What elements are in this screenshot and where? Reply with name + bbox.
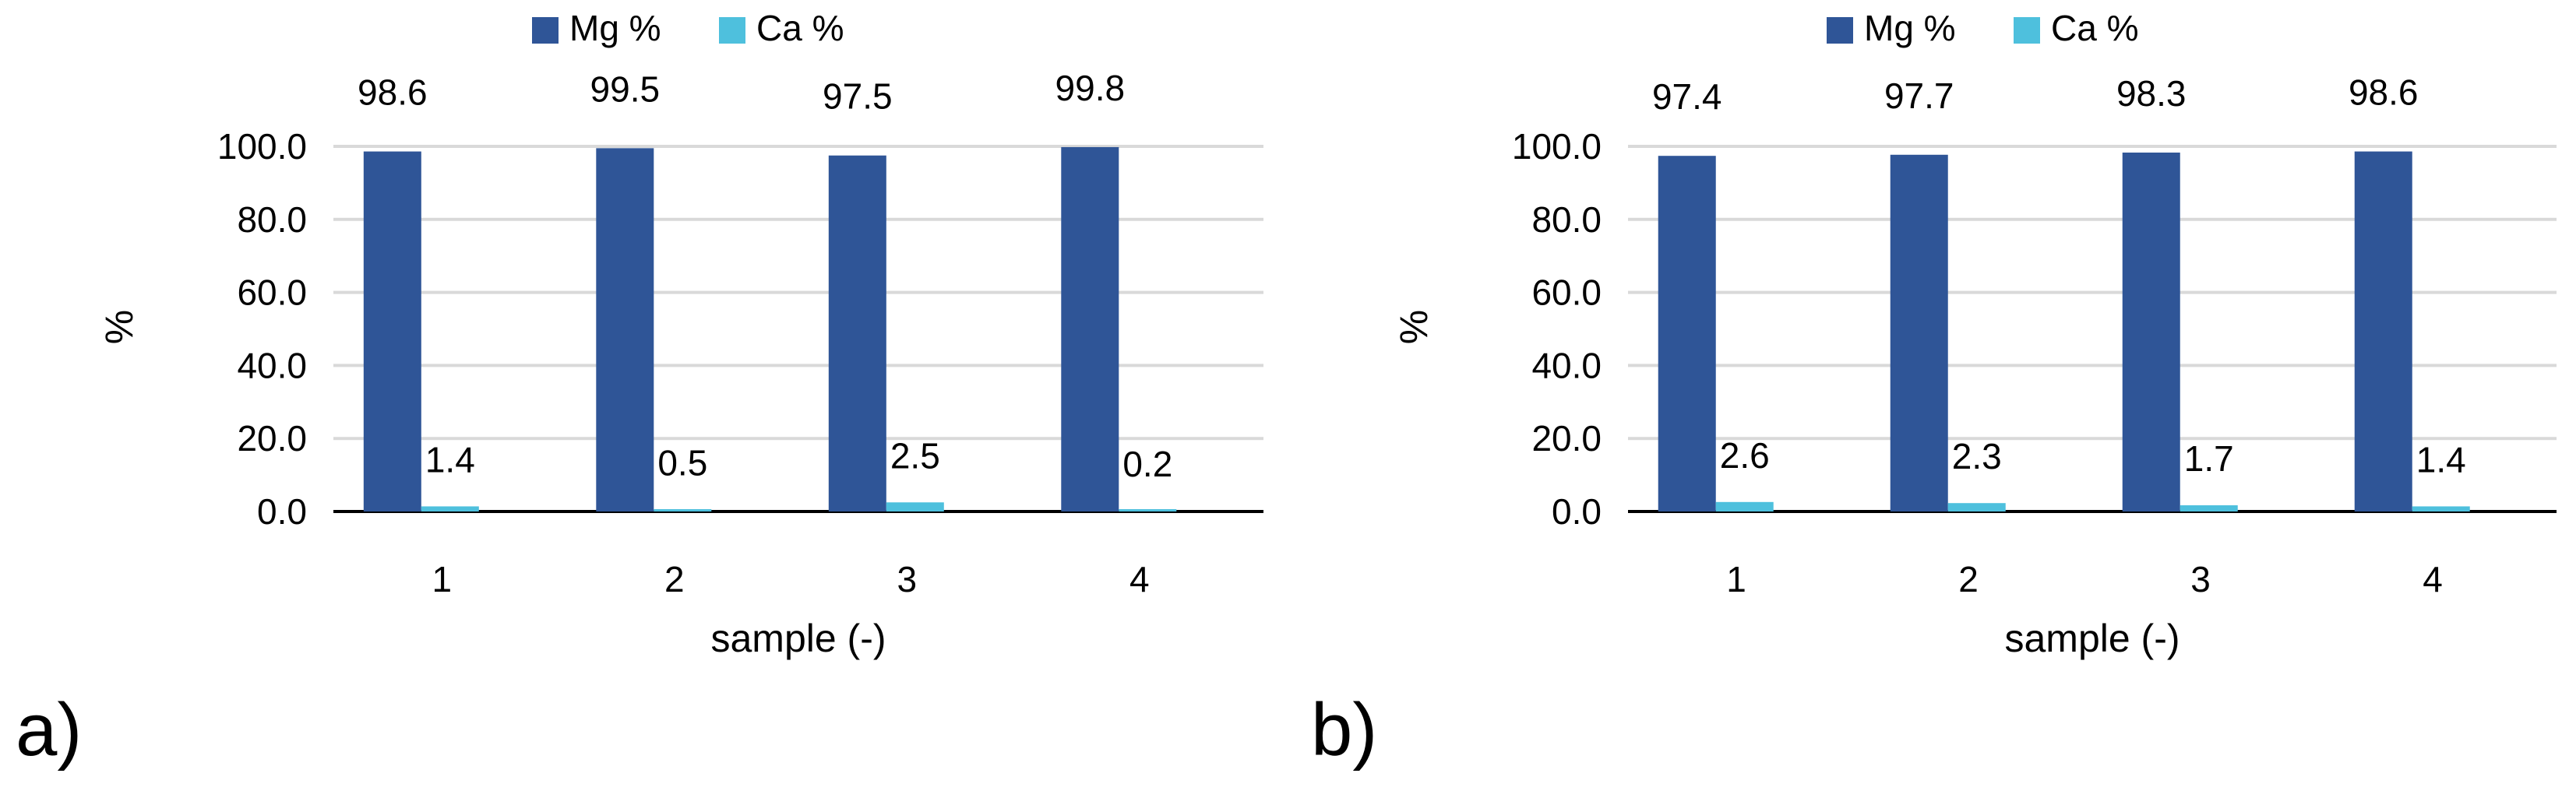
data-label-ca: 1.7 bbox=[2184, 438, 2234, 479]
legend-label-ca: Ca % bbox=[756, 8, 844, 48]
x-tick-label: 2 bbox=[664, 559, 685, 599]
y-tick-label: 80.0 bbox=[1531, 199, 1602, 240]
x-axis-title: sample (-) bbox=[2004, 617, 2180, 660]
bar-mg-sample-4 bbox=[2354, 151, 2412, 512]
data-label-mg: 97.7 bbox=[1884, 76, 1954, 116]
legend: Mg % Ca % bbox=[1827, 8, 2138, 48]
legend-label-ca: Ca % bbox=[2051, 8, 2138, 48]
y-tick-label: 60.0 bbox=[237, 272, 307, 313]
x-tick-label: 4 bbox=[1129, 559, 1150, 599]
data-label-mg: 99.8 bbox=[1055, 68, 1126, 108]
bar-ca-sample-2 bbox=[1947, 503, 2006, 511]
y-tick-label: 0.0 bbox=[1552, 491, 1602, 532]
x-tick-label: 3 bbox=[897, 559, 917, 599]
y-tick-label: 20.0 bbox=[1531, 418, 1602, 459]
bar-ca-sample-2 bbox=[654, 509, 712, 511]
x-tick-label: 1 bbox=[432, 559, 452, 599]
bar-mg-sample-1 bbox=[363, 151, 421, 512]
y-tick-label: 20.0 bbox=[237, 418, 307, 459]
bar-ca-sample-1 bbox=[421, 506, 479, 511]
y-tick-label: 40.0 bbox=[1531, 345, 1602, 385]
chart-panel-b: 0.0 20.0 40.0 60.0 80.0 100.0 97.4 2.6 1 97.7 2.3 2… bbox=[1311, 8, 2557, 772]
bar-mg-sample-1 bbox=[1658, 156, 1716, 511]
bar-mg-sample-4 bbox=[1061, 146, 1119, 512]
y-axis-title: % bbox=[1392, 310, 1436, 344]
x-axis-title: sample (-) bbox=[710, 617, 886, 660]
x-tick-label: 2 bbox=[1958, 559, 1979, 599]
bar-ca-sample-4 bbox=[2412, 506, 2470, 511]
bar-ca-sample-4 bbox=[1119, 509, 1177, 511]
data-label-mg: 98.6 bbox=[2349, 72, 2419, 113]
legend-label-mg: Mg % bbox=[1864, 8, 1956, 48]
bar-mg-sample-3 bbox=[828, 155, 886, 511]
data-label-mg: 98.3 bbox=[2116, 73, 2187, 114]
x-tick-label: 3 bbox=[2190, 559, 2211, 599]
bar-mg-sample-2 bbox=[1890, 154, 1948, 512]
bar-ca-sample-1 bbox=[1715, 501, 1774, 511]
y-tick-label: 100.0 bbox=[217, 126, 307, 167]
y-tick-label: 40.0 bbox=[237, 345, 307, 385]
bar-mg-sample-2 bbox=[596, 148, 654, 511]
x-tick-label: 4 bbox=[2423, 559, 2443, 599]
legend-swatch-mg bbox=[532, 17, 559, 44]
data-label-mg: 97.4 bbox=[1652, 76, 1722, 117]
panel-label: a) bbox=[16, 688, 82, 772]
data-label-mg: 98.6 bbox=[358, 72, 428, 113]
legend-swatch-ca bbox=[719, 17, 745, 44]
legend-swatch-ca bbox=[2014, 17, 2040, 44]
y-tick-label: 100.0 bbox=[1512, 126, 1602, 167]
bar-ca-sample-3 bbox=[886, 502, 944, 511]
data-label-ca: 0.5 bbox=[657, 443, 707, 483]
y-tick-label: 0.0 bbox=[257, 491, 307, 532]
panel-label: b) bbox=[1311, 688, 1377, 772]
data-label-ca: 2.5 bbox=[890, 435, 940, 476]
data-label-ca: 0.2 bbox=[1122, 444, 1172, 484]
data-label-ca: 1.4 bbox=[425, 439, 475, 480]
data-label-mg: 97.5 bbox=[823, 76, 893, 117]
bar-ca-sample-3 bbox=[2180, 505, 2238, 511]
x-tick-label: 1 bbox=[1726, 559, 1746, 599]
data-label-ca: 2.3 bbox=[1952, 436, 2002, 476]
legend-swatch-mg bbox=[1827, 17, 1853, 44]
data-label-ca: 1.4 bbox=[2416, 439, 2466, 480]
chart-panel-a: 0.0 20.0 40.0 60.0 80.0 100.0 98.6 1.4 1 99.5 0.5 2… bbox=[16, 8, 1263, 772]
y-axis-title: % bbox=[97, 310, 141, 344]
legend: Mg % Ca % bbox=[532, 8, 844, 48]
legend-label-mg: Mg % bbox=[569, 8, 661, 48]
bar-mg-sample-3 bbox=[2122, 152, 2180, 511]
data-label-ca: 2.6 bbox=[1720, 435, 1770, 476]
y-tick-label: 60.0 bbox=[1531, 272, 1602, 313]
y-tick-label: 80.0 bbox=[237, 199, 307, 240]
data-label-mg: 99.5 bbox=[590, 69, 661, 109]
